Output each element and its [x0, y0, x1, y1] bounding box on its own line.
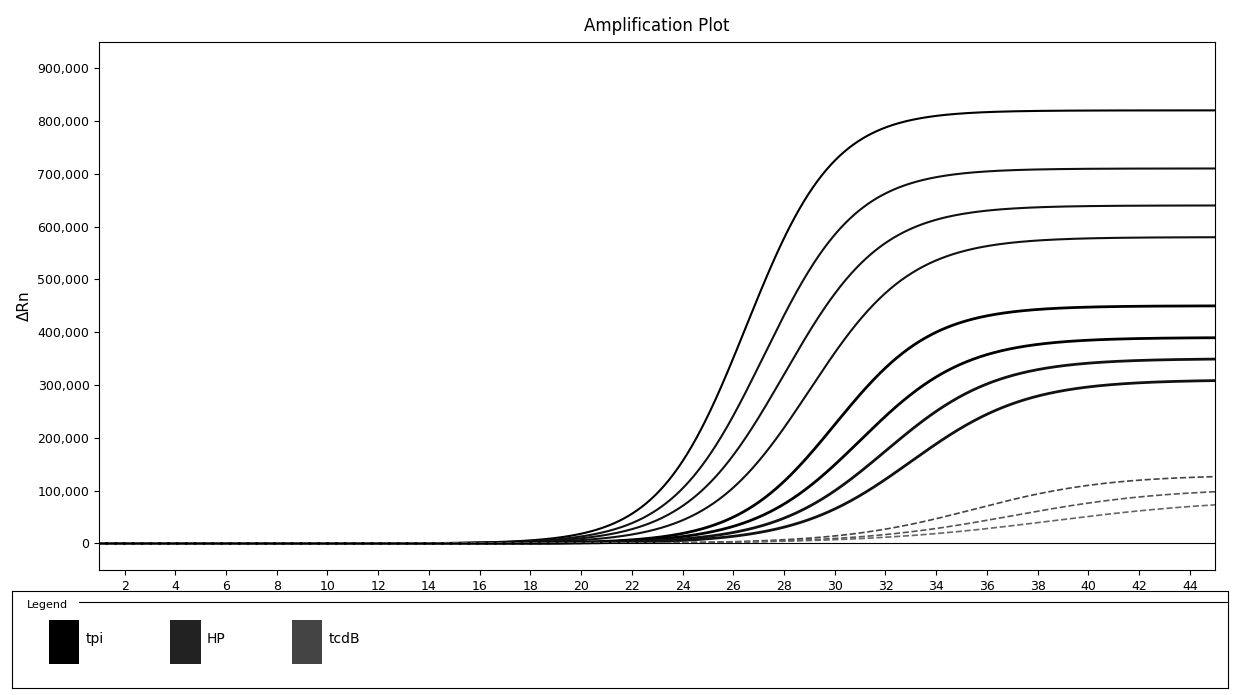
Text: tcdB: tcdB [329, 632, 360, 646]
FancyBboxPatch shape [48, 620, 79, 664]
Y-axis label: ΔRn: ΔRn [17, 291, 32, 321]
X-axis label: Cycle: Cycle [636, 598, 678, 613]
Text: Legend: Legend [27, 600, 68, 610]
FancyBboxPatch shape [170, 620, 201, 664]
Title: Amplification Plot: Amplification Plot [584, 17, 730, 35]
Text: HP: HP [207, 632, 226, 646]
Text: tpi: tpi [86, 632, 104, 646]
FancyBboxPatch shape [291, 620, 322, 664]
